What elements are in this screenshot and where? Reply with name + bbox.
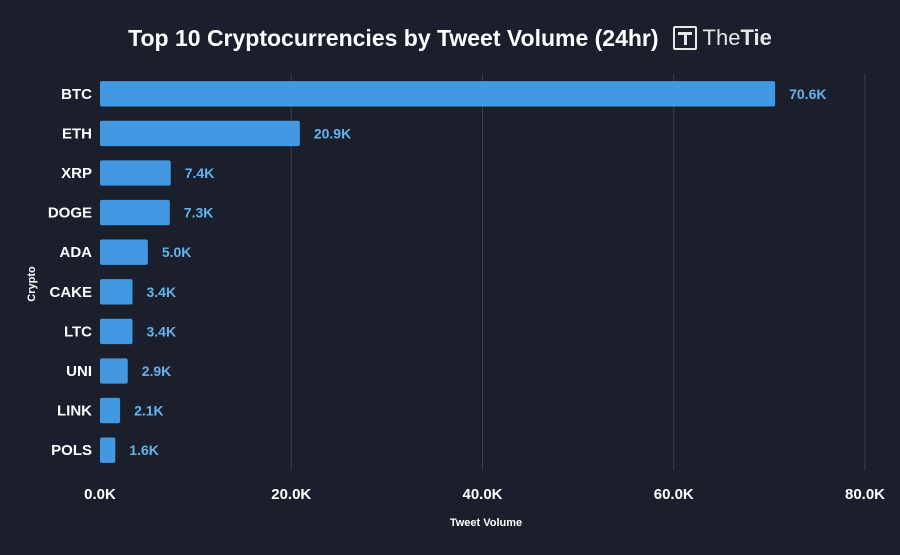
y-tick-label: POLS	[51, 442, 92, 459]
bar	[100, 160, 171, 186]
chart-title: Top 10 Cryptocurrencies by Tweet Volume …	[128, 24, 659, 51]
data-label: 1.6K	[129, 442, 159, 458]
brand-logo: TheTie	[672, 25, 772, 51]
bar	[100, 199, 170, 226]
brand-name-bold: Tie	[740, 25, 772, 50]
y-tick-label: DOGE	[48, 205, 92, 222]
brand-name: TheTie	[703, 25, 772, 51]
chart-header: Top 10 Cryptocurrencies by Tweet Volume …	[0, 18, 900, 58]
bar	[100, 120, 300, 147]
x-axis-title: Tweet Volume	[450, 517, 522, 529]
data-label: 7.4K	[185, 165, 215, 181]
bar	[100, 358, 128, 384]
y-tick-label: CAKE	[49, 284, 92, 301]
thetie-logo-icon	[672, 26, 697, 50]
bar	[100, 239, 148, 265]
y-tick-label: ADA	[60, 244, 93, 261]
x-tick-label: 40.0K	[462, 486, 502, 503]
data-label: 3.4K	[147, 323, 177, 339]
bar	[100, 437, 116, 463]
y-tick-label: XRP	[61, 165, 92, 182]
bar	[100, 397, 121, 424]
data-label: 7.3K	[184, 205, 214, 221]
bar	[100, 318, 133, 345]
x-tick-label: 0.0K	[84, 486, 116, 503]
data-label: 5.0K	[162, 244, 192, 260]
data-label: 2.9K	[142, 363, 172, 379]
bar	[100, 279, 133, 305]
y-tick-label: UNI	[66, 363, 92, 380]
y-tick-label: ETH	[62, 125, 92, 142]
data-label: 70.6K	[789, 86, 826, 102]
y-tick-label: BTC	[61, 86, 92, 103]
x-tick-label: 60.0K	[654, 486, 694, 503]
brand-name-light: The	[702, 25, 741, 50]
data-label: 20.9K	[314, 125, 351, 141]
x-tick-label: 80.0K	[845, 486, 885, 503]
bar	[100, 81, 776, 107]
y-tick-label: LINK	[57, 403, 92, 420]
y-tick-label: LTC	[64, 323, 92, 340]
y-axis-title: Crypto	[26, 266, 38, 302]
data-label: 3.4K	[147, 284, 177, 300]
data-label: 2.1K	[134, 403, 164, 419]
x-tick-label: 20.0K	[271, 486, 311, 503]
